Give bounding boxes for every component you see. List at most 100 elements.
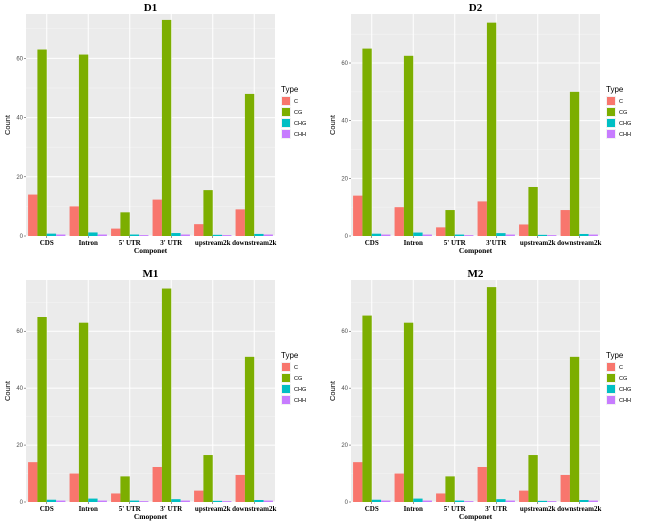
bar-chg-1 xyxy=(413,232,423,236)
legend-label-c: C xyxy=(619,365,623,371)
x-category-label: 3' UTR xyxy=(160,505,183,513)
plot-background xyxy=(351,280,600,502)
bar-chh-1 xyxy=(422,500,432,502)
bar-cg-1 xyxy=(78,54,89,236)
bar-c-4 xyxy=(194,490,204,502)
bar-c-5 xyxy=(235,474,245,502)
bar-c-1 xyxy=(394,473,404,502)
chart-svg: 0 20 40 60 CDS Intron 5' UTR 3'UTR upstream2k dow… xyxy=(328,2,631,255)
legend-swatch-chg xyxy=(282,119,290,127)
legend-label-chg: CHG xyxy=(294,387,306,393)
bar-chh-5 xyxy=(588,500,598,502)
x-category-label: 5' UTR xyxy=(444,239,467,247)
panel-m2: 0 20 40 60 CDS Intron 5' UTR 3' UTR upstream2k do… xyxy=(325,266,650,532)
bar-cg-5 xyxy=(569,91,580,237)
legend-label-chg: CHG xyxy=(294,121,306,127)
bar-chh-2 xyxy=(464,235,474,236)
legend-label-c: C xyxy=(294,99,298,105)
legend-label-cg: CG xyxy=(294,110,302,116)
x-category-label: CDS xyxy=(40,239,54,247)
bar-chh-5 xyxy=(263,500,273,502)
bar-c-4 xyxy=(194,224,204,236)
legend-title: Type xyxy=(606,85,624,94)
bar-chh-2 xyxy=(464,501,474,502)
bar-chh-3 xyxy=(505,234,515,236)
x-category-label: upstream2k xyxy=(195,239,231,247)
bar-c-0 xyxy=(353,195,363,236)
bar-c-2 xyxy=(436,227,446,236)
bar-chh-0 xyxy=(381,500,391,502)
bar-c-1 xyxy=(69,473,79,502)
x-category-label: upstream2k xyxy=(520,239,556,247)
legend-label-chh: CHH xyxy=(619,132,631,138)
bar-c-5 xyxy=(560,474,570,502)
bar-chg-2 xyxy=(454,234,465,236)
bar-c-2 xyxy=(111,228,121,236)
panel-m1: 0 20 40 60 CDS Intron 5' UTR 3' UTR upstream2k do… xyxy=(0,266,325,532)
bar-chg-0 xyxy=(371,499,382,502)
y-axis-label: Count xyxy=(3,114,12,135)
bar-chg-3 xyxy=(496,233,506,236)
bar-chg-4 xyxy=(212,500,223,502)
y-tick-label: 60 xyxy=(16,329,23,335)
bar-cg-5 xyxy=(569,356,580,502)
y-tick-label: 20 xyxy=(16,175,23,181)
x-category-label: downstream2k xyxy=(557,239,601,247)
bar-cg-3 xyxy=(161,288,172,502)
bar-chg-0 xyxy=(46,233,57,236)
y-tick-label: 20 xyxy=(341,176,348,182)
bar-c-3 xyxy=(477,201,487,236)
bar-cg-4 xyxy=(528,455,538,502)
x-axis-label: Componet xyxy=(134,246,168,255)
bar-cg-3 xyxy=(486,22,497,236)
bar-chg-4 xyxy=(212,234,223,236)
legend-title: Type xyxy=(281,351,299,360)
bar-chg-1 xyxy=(413,498,423,502)
bar-cg-2 xyxy=(120,212,130,236)
x-category-label: downstream2k xyxy=(557,505,601,513)
y-tick-label: 0 xyxy=(345,234,349,240)
legend-swatch-cg xyxy=(607,374,615,382)
y-tick-label: 0 xyxy=(20,500,24,506)
x-category-label: upstream2k xyxy=(195,505,231,513)
legend-label-cg: CG xyxy=(294,376,302,382)
y-axis-label: Count xyxy=(328,114,337,135)
y-axis-label: Count xyxy=(328,380,337,401)
chart-title: M2 xyxy=(468,268,484,280)
bar-cg-4 xyxy=(203,190,213,236)
x-category-label: upstream2k xyxy=(520,505,556,513)
bar-c-0 xyxy=(28,462,38,502)
bar-cg-5 xyxy=(244,356,255,502)
y-tick-label: 0 xyxy=(345,500,349,506)
bar-chg-5 xyxy=(579,500,589,502)
x-category-label: downstream2k xyxy=(232,239,276,247)
bar-c-3 xyxy=(477,466,487,502)
legend-label-cg: CG xyxy=(619,376,627,382)
chart-title: D2 xyxy=(469,2,483,14)
bar-c-4 xyxy=(519,224,529,236)
bar-chh-1 xyxy=(422,234,432,236)
y-tick-label: 20 xyxy=(16,443,23,449)
x-category-label: Intron xyxy=(79,239,98,247)
bar-chh-3 xyxy=(180,500,190,502)
panel-d1: 0 20 40 60 CDS Intron 5' UTR 3' UTR upstream2k do… xyxy=(0,0,325,266)
y-tick-label: 60 xyxy=(341,329,348,335)
legend-label-chh: CHH xyxy=(294,132,306,138)
legend-swatch-chh xyxy=(282,396,290,404)
bar-cg-2 xyxy=(120,476,130,502)
y-tick-label: 40 xyxy=(16,116,23,122)
bar-c-2 xyxy=(436,493,446,502)
y-tick-label: 40 xyxy=(341,386,348,392)
bar-chh-1 xyxy=(97,234,107,236)
x-category-label: Intron xyxy=(404,505,423,513)
bar-c-1 xyxy=(69,206,79,236)
bar-chh-4 xyxy=(547,501,557,502)
bar-chh-0 xyxy=(56,500,66,502)
bar-chg-2 xyxy=(129,234,140,236)
legend-label-chh: CHH xyxy=(294,398,306,404)
y-tick-label: 40 xyxy=(341,119,348,125)
legend-swatch-chg xyxy=(607,119,615,127)
legend-swatch-chh xyxy=(607,130,615,138)
bar-chg-3 xyxy=(171,233,181,236)
x-axis-label: Componet xyxy=(459,512,493,521)
